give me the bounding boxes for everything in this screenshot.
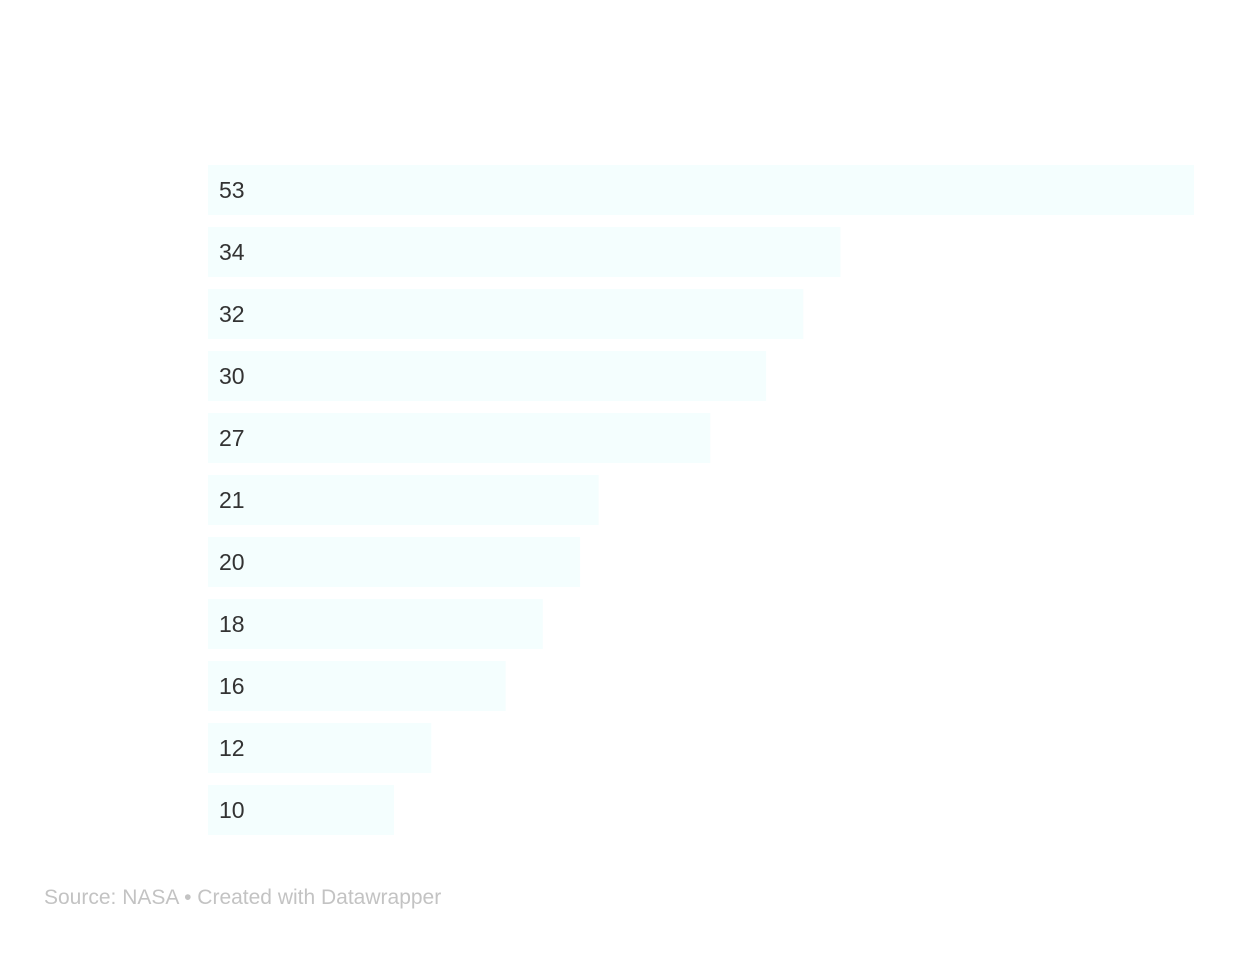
value-labels-group: 53 34 32 30 27 21 20 18 16 12 10 <box>219 177 245 823</box>
chart-footer: Source: NASA • Created with Datawrapper <box>44 886 441 910</box>
bars-group <box>208 165 1194 835</box>
source-name: NASA <box>122 886 179 909</box>
credit-text: Created with Datawrapper <box>197 886 442 909</box>
bar-6 <box>208 537 581 587</box>
bar-value-label-4: 27 <box>219 425 245 451</box>
bar-value-label-6: 20 <box>219 549 245 575</box>
bar-2 <box>208 289 804 339</box>
source-label: Source: <box>44 886 123 909</box>
bar-8 <box>208 661 506 711</box>
bar-value-label-10: 10 <box>219 797 245 823</box>
bar-4 <box>208 413 711 463</box>
bar-9 <box>208 723 432 773</box>
bar-value-label-0: 53 <box>219 177 245 203</box>
bar-5 <box>208 475 599 525</box>
bar-value-label-5: 21 <box>219 487 245 513</box>
footer-separator: • <box>178 886 198 909</box>
bar-value-label-8: 16 <box>219 673 245 699</box>
bar-7 <box>208 599 543 649</box>
bar-value-label-7: 18 <box>219 611 245 637</box>
bar-value-label-1: 34 <box>219 239 245 265</box>
bar-3 <box>208 351 767 401</box>
bar-value-label-2: 32 <box>219 301 245 327</box>
bar-1 <box>208 227 841 277</box>
bar-0 <box>208 165 1194 215</box>
bar-value-label-3: 30 <box>219 363 245 389</box>
bar-10 <box>208 785 395 835</box>
bar-value-label-9: 12 <box>219 735 245 761</box>
